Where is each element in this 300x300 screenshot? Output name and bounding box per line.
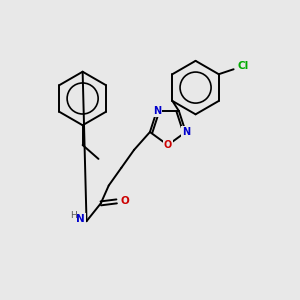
Text: O: O — [164, 140, 172, 150]
Text: Cl: Cl — [238, 61, 249, 71]
Text: O: O — [120, 196, 129, 206]
Text: N: N — [153, 106, 161, 116]
Text: N: N — [76, 214, 85, 224]
Text: H: H — [70, 211, 77, 220]
Text: N: N — [182, 127, 190, 137]
